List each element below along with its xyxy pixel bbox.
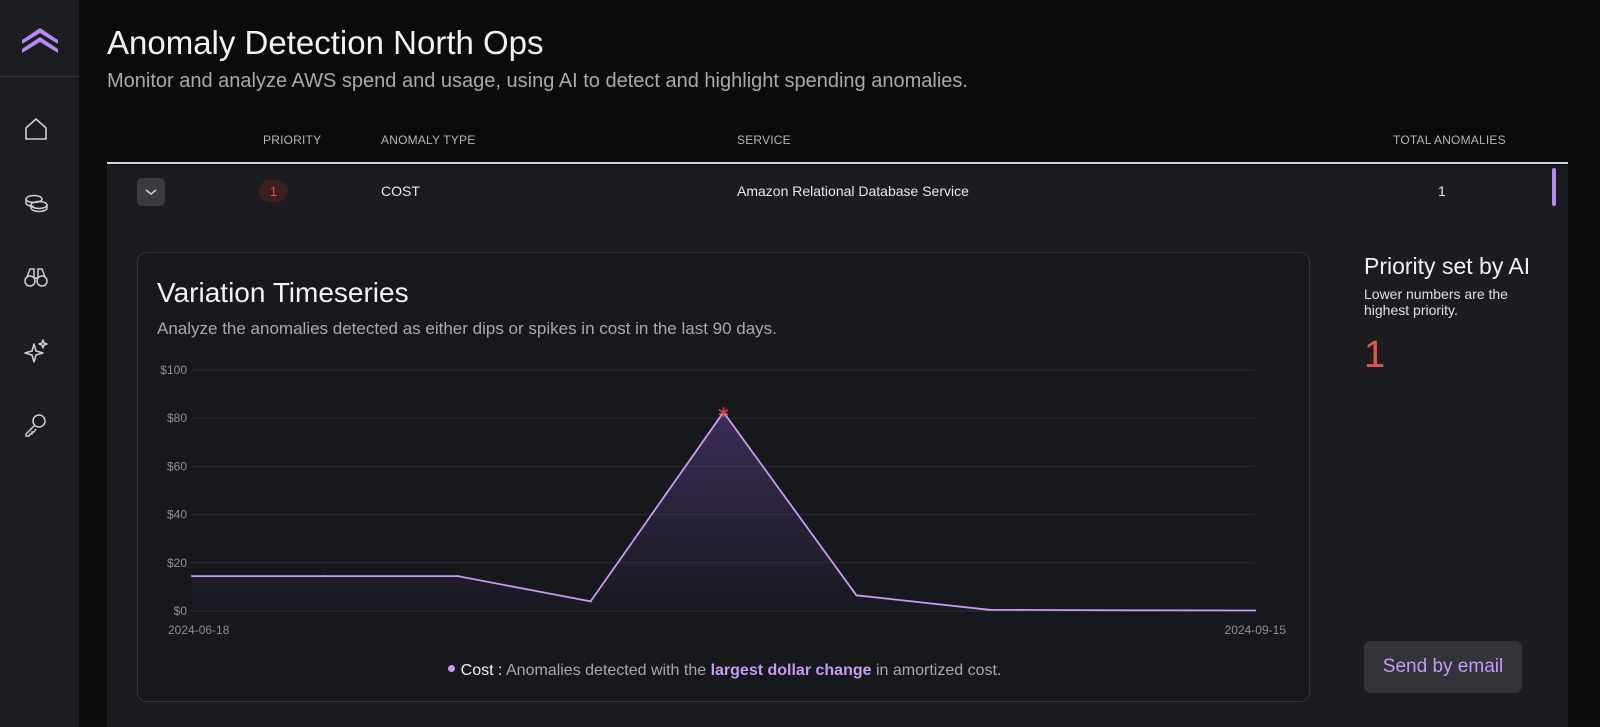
sidebar: [0, 0, 79, 727]
y-tick-label: $40: [167, 508, 187, 522]
table-row[interactable]: 1 COST Amazon Relational Database Servic…: [107, 165, 1568, 215]
page-title: Anomaly Detection North Ops: [107, 24, 544, 61]
data-point: [1254, 609, 1256, 612]
logo-area: [0, 0, 79, 77]
x-tick-label: 2024-09-15: [1225, 623, 1287, 637]
legend-dot: [447, 665, 455, 673]
service-cell: Amazon Relational Database Service: [737, 183, 969, 199]
data-point: [1121, 609, 1124, 612]
key-icon[interactable]: [21, 410, 51, 440]
send-by-email-button[interactable]: Send by email: [1364, 641, 1522, 693]
timeseries-chart: $0 $20 $40 $60 $80 $100 2024-06-18 2024-09-15: [160, 363, 1287, 637]
collapse-row-button[interactable]: [137, 178, 165, 206]
card-title: Variation Timeseries: [157, 277, 409, 308]
data-point: [456, 575, 459, 578]
legend-series: Cost :: [460, 662, 503, 679]
y-tick-label: $0: [174, 604, 188, 618]
table-row-expanded: 1 COST Amazon Relational Database Servic…: [107, 165, 1568, 727]
page-subtitle: Monitor and analyze AWS spend and usage,…: [107, 70, 968, 92]
home-icon[interactable]: [21, 114, 51, 144]
priority-badge: 1: [259, 180, 288, 202]
anomaly-marker: [718, 407, 729, 418]
column-header-anomaly-type[interactable]: ANOMALY TYPE: [381, 133, 476, 147]
chevron-down-icon: [145, 189, 157, 195]
data-point: [589, 600, 592, 603]
y-tick-label: $20: [167, 556, 187, 570]
x-tick-label: 2024-06-18: [168, 623, 230, 637]
main-content: Anomaly Detection North Ops Monitor and …: [79, 0, 1600, 727]
priority-value: 1: [1364, 334, 1386, 376]
y-tick-label: $80: [167, 411, 187, 425]
legend-highlight: largest dollar change: [710, 662, 872, 679]
column-header-priority[interactable]: PRIORITY: [263, 133, 322, 147]
legend-text-before: Anomalies detected with the: [506, 662, 707, 679]
priority-panel: Priority set by AI Lower numbers are the…: [1364, 253, 1584, 377]
column-header-service[interactable]: SERVICE: [737, 133, 791, 147]
data-point: [323, 575, 326, 578]
column-header-total-anomalies[interactable]: TOTAL ANOMALIES: [1393, 133, 1506, 147]
priority-panel-description: Lower numbers are the highest priority.: [1364, 286, 1508, 318]
sparkles-icon[interactable]: [21, 336, 51, 366]
priority-panel-title: Priority set by AI: [1364, 253, 1531, 279]
total-anomalies-cell: 1: [1438, 183, 1446, 199]
chevrons-up-logo[interactable]: [20, 23, 60, 53]
anomaly-type-cell: COST: [381, 183, 420, 199]
series-area: [192, 412, 1255, 611]
coins-icon[interactable]: [21, 188, 51, 218]
data-point: [191, 575, 193, 578]
data-point: [988, 608, 991, 611]
card-subtitle: Analyze the anomalies detected as either…: [157, 319, 777, 338]
y-tick-label: $100: [160, 363, 187, 377]
variation-timeseries-card: $0 $20 $40 $60 $80 $100 2024-06-18 2024-09-15 V…: [137, 252, 1310, 702]
table-header: PRIORITY ANOMALY TYPE SERVICE TOTAL ANOM…: [107, 128, 1568, 164]
binoculars-icon[interactable]: [21, 262, 51, 292]
data-point: [855, 594, 858, 597]
chart-legend: Cost : Anomalies detected with the large…: [138, 662, 1311, 680]
scrollbar-thumb[interactable]: [1552, 168, 1556, 206]
y-tick-label: $60: [167, 459, 187, 473]
legend-text-after: in amortized cost.: [875, 662, 1002, 679]
